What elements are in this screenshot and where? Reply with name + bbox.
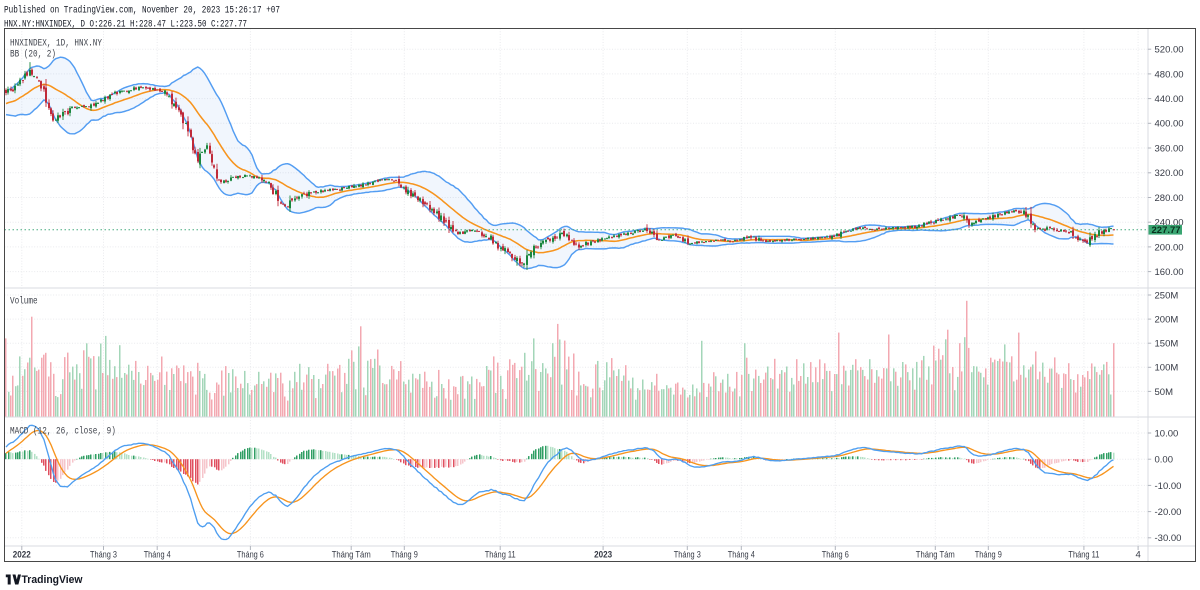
svg-text:-30.00: -30.00 xyxy=(1155,533,1182,544)
svg-text:227.77: 227.77 xyxy=(1152,225,1181,236)
svg-text:BB (20, 2): BB (20, 2) xyxy=(10,49,56,61)
svg-text:TradingView: TradingView xyxy=(22,574,83,586)
svg-text:4: 4 xyxy=(1135,550,1140,561)
svg-text:Tháng Tám: Tháng Tám xyxy=(332,550,371,561)
svg-text:HNXINDEX, 1D, HNX.NY: HNXINDEX, 1D, HNX.NY xyxy=(10,38,103,50)
svg-text:150M: 150M xyxy=(1155,339,1179,350)
svg-text:200M: 200M xyxy=(1155,315,1179,326)
svg-text:100M: 100M xyxy=(1155,363,1179,374)
svg-text:Tháng 6: Tháng 6 xyxy=(822,550,849,561)
svg-text:Tháng 11: Tháng 11 xyxy=(485,550,516,561)
svg-text:HNX.NY:HNXINDEX, D O:226.21 H:: HNX.NY:HNXINDEX, D O:226.21 H:228.47 L:2… xyxy=(4,19,247,31)
svg-text:Volume: Volume xyxy=(10,296,38,308)
svg-text:Tháng 11: Tháng 11 xyxy=(1068,550,1099,561)
svg-text:0.00: 0.00 xyxy=(1155,455,1174,466)
svg-text:-10.00: -10.00 xyxy=(1155,481,1182,492)
svg-text:10.00: 10.00 xyxy=(1155,428,1179,439)
svg-text:440.00: 440.00 xyxy=(1155,94,1184,105)
svg-text:Tháng 4: Tháng 4 xyxy=(144,550,171,561)
svg-text:200.00: 200.00 xyxy=(1155,242,1184,253)
svg-text:50M: 50M xyxy=(1155,387,1174,398)
svg-text:Tháng Tám: Tháng Tám xyxy=(916,550,955,561)
svg-text:Tháng 9: Tháng 9 xyxy=(975,550,1002,561)
svg-text:360.00: 360.00 xyxy=(1155,143,1184,154)
svg-text:2022: 2022 xyxy=(13,550,31,561)
svg-text:160.00: 160.00 xyxy=(1155,267,1184,278)
svg-text:MACD (12, 26, close, 9): MACD (12, 26, close, 9) xyxy=(10,426,116,438)
svg-text:240.00: 240.00 xyxy=(1155,218,1184,229)
svg-text:Tháng 3: Tháng 3 xyxy=(90,550,117,561)
svg-text:280.00: 280.00 xyxy=(1155,193,1184,204)
svg-text:Tháng 4: Tháng 4 xyxy=(728,550,755,561)
svg-text:320.00: 320.00 xyxy=(1155,168,1184,179)
svg-text:250M: 250M xyxy=(1155,290,1179,301)
svg-text:Tháng 9: Tháng 9 xyxy=(391,550,418,561)
svg-text:2023: 2023 xyxy=(594,550,612,561)
svg-text:480.00: 480.00 xyxy=(1155,69,1184,80)
svg-text:-20.00: -20.00 xyxy=(1155,507,1182,518)
svg-text:Tháng 3: Tháng 3 xyxy=(674,550,701,561)
svg-text:520.00: 520.00 xyxy=(1155,45,1184,56)
svg-text:Published on TradingView.com,: Published on TradingView.com, November 2… xyxy=(4,5,280,17)
svg-text:400.00: 400.00 xyxy=(1155,119,1184,130)
svg-text:Tháng 6: Tháng 6 xyxy=(237,550,264,561)
